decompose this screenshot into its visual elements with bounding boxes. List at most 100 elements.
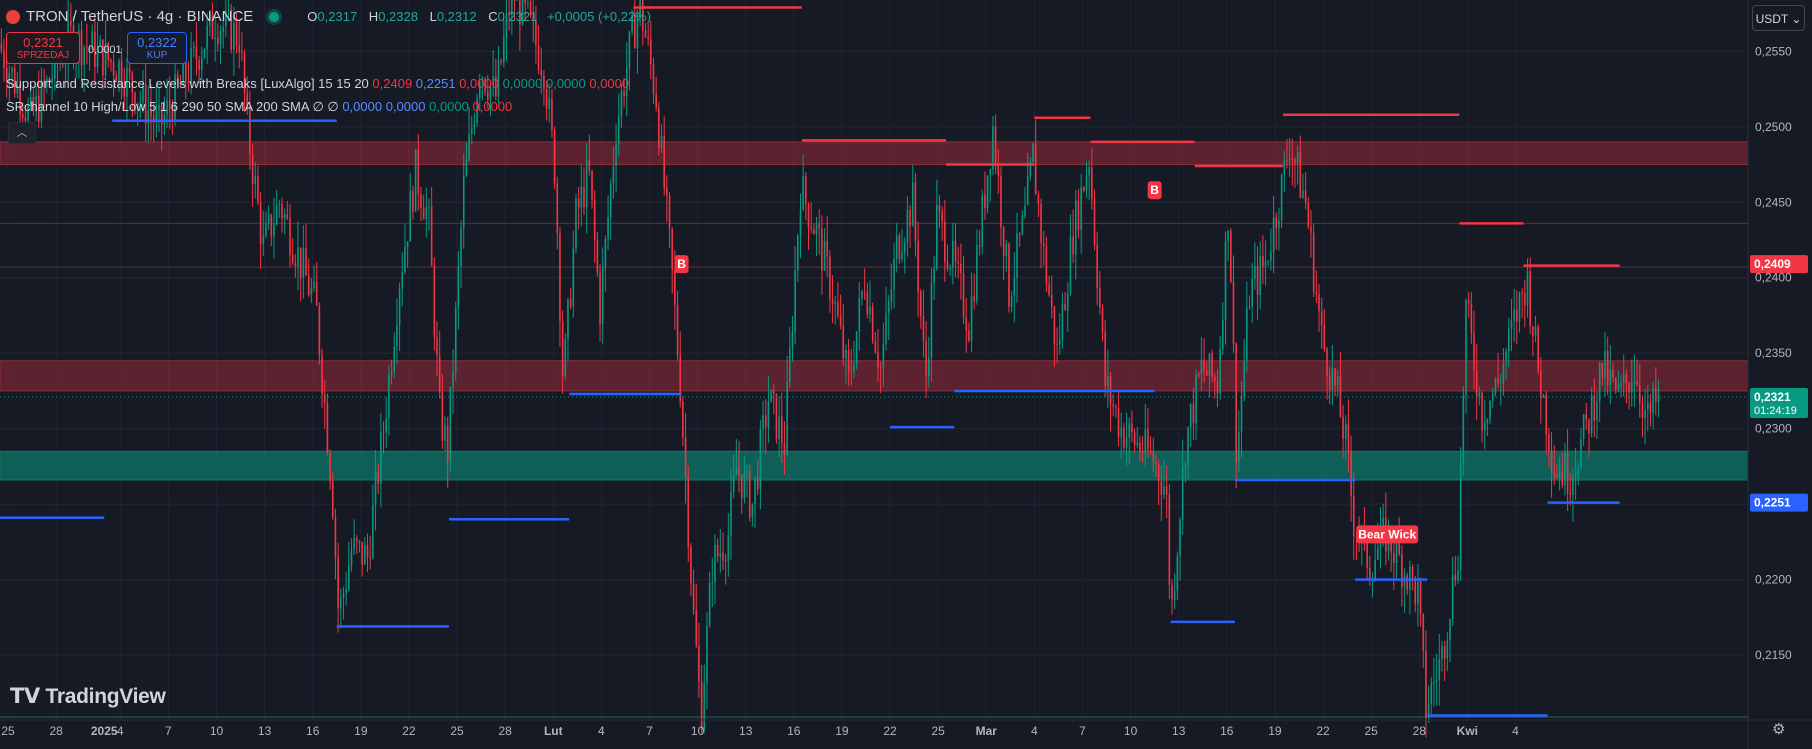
candle-body [420,193,422,209]
ind2-glyphs: ∅ ∅ [312,99,339,114]
candle-body [273,224,275,237]
candle-body [1622,373,1625,384]
candle-body [302,248,305,279]
candle-body [917,240,919,292]
candle-body [746,470,748,474]
candle-body [556,184,559,234]
price-mark-bg [1750,387,1808,418]
candle-body [553,129,556,185]
candle-body [1393,552,1395,564]
candle-body [425,206,428,219]
candle-body [259,202,262,244]
candle-body [591,170,593,200]
candle-body [21,114,24,118]
y-tick-label: 0,2500 [1755,120,1792,134]
candle-body [457,265,460,308]
candle-body [1641,403,1644,418]
x-tick-label: 13 [258,724,272,738]
candle-body [989,169,992,176]
candle-body [155,109,158,123]
candle-body [1184,465,1187,467]
candle-body [936,204,938,269]
candle-body [815,224,818,235]
candle-body [1128,423,1131,438]
sell-button[interactable]: 0,2321 SPRZEDAJ [6,32,80,64]
candle-body [529,2,532,16]
symbol-title[interactable]: TRON / TetherUS · 4g · BINANCE [26,8,254,25]
candle-body [1435,679,1438,682]
candle-body [254,176,257,185]
price-mark-label: 0,2251 [1754,496,1791,510]
candle-body [1056,344,1058,346]
candle-body [1077,200,1080,230]
candle-body [732,475,735,492]
candle-body [735,465,738,476]
indicator-srchannel[interactable]: SRchannel 10 High/Low 5 1 6 290 50 SMA 2… [6,99,512,115]
candle-body [1590,395,1593,434]
candle-body [1085,175,1088,191]
candle-body [1422,614,1425,651]
ohlc-low: 0,2312 [436,9,477,24]
gear-icon[interactable]: ⚙ [1772,721,1786,738]
candle-body [233,22,235,50]
candle-body [1409,566,1411,590]
candle-body [1021,215,1024,234]
candle-body [257,176,259,203]
candle-body [24,117,27,121]
signal-label-bg [674,255,689,274]
candle-body [1211,353,1213,377]
candle-body [1398,539,1401,554]
buy-button[interactable]: 0,2322 KUP [127,32,187,64]
candle-body [291,255,294,263]
candle-body [364,545,366,565]
time-axis[interactable]: 25 28 2025 4 7 10 13 16 19 22 25 28 Lut 4 7 10 13 16 19 22 2… [0,719,1812,738]
candle-body [1010,296,1013,308]
candle-body [160,104,163,125]
candle-body [265,223,267,237]
candle-body [318,305,321,356]
candle-body [1657,389,1660,402]
candle-body [390,371,393,375]
candle-body [1449,619,1451,641]
currency-select[interactable]: USDT ⌄ [1752,5,1805,31]
candle-body [436,336,438,356]
candle-body [1117,408,1120,437]
candle-body [449,386,452,463]
price-axis[interactable]: 0,21500,22000,22500,23000,23500,24000,24… [1747,0,1808,749]
countdown-label: 01:24:19 [1754,405,1797,417]
candle-body [350,549,353,566]
candle-body [1224,241,1227,320]
candle-body [481,78,484,82]
candle-body [1548,434,1550,451]
candle-body [171,109,174,122]
candle-body [1649,402,1652,413]
indicator-luxalgo[interactable]: Support and Resistance Levels with Break… [6,76,629,91]
candle-body [187,81,190,84]
candle-body [278,203,281,205]
candle-body [235,22,238,45]
candle-body [1307,202,1310,227]
collapse-indicators-button[interactable]: ︿ [8,122,36,144]
candle-body [377,471,380,484]
candle-body [1540,370,1542,398]
candle-body [1320,311,1323,326]
candle-body [13,68,16,94]
candles [0,0,1660,738]
candle-body [919,291,922,317]
candle-body [532,15,535,21]
candle-body [430,206,433,266]
candle-body [307,275,310,295]
candle-body [751,503,754,518]
candle-body [1243,361,1245,397]
candle-body [877,352,879,368]
candle-body [1654,388,1657,402]
candle-body [166,100,168,115]
candle-body [1296,151,1299,163]
candle-body [1419,581,1422,615]
candle-body [780,416,783,444]
candle-body [727,535,730,562]
candle-body [660,136,663,149]
candle-body [1034,144,1037,195]
